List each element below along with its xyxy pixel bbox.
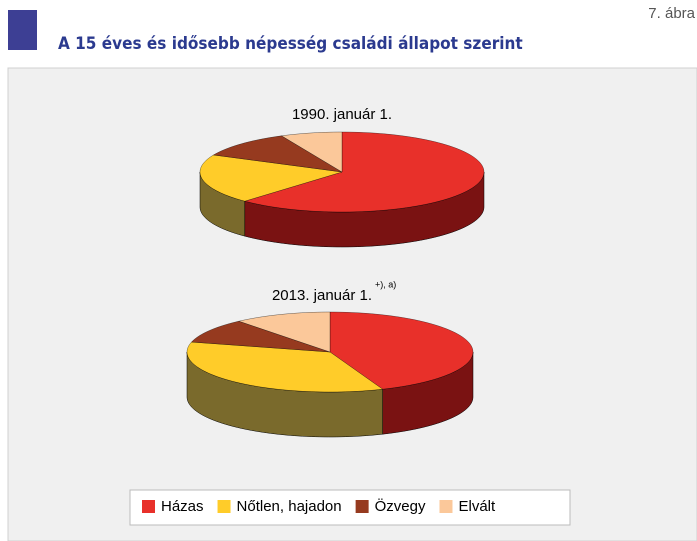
title-marker <box>8 10 37 50</box>
legend-swatch <box>439 500 453 513</box>
pie-slice <box>244 131 485 213</box>
legend-swatch <box>355 500 369 513</box>
legend-label: Házas <box>161 498 204 515</box>
legend-swatch <box>142 500 155 513</box>
pie-slice <box>329 311 474 390</box>
pie-slice <box>238 311 331 353</box>
legend <box>129 489 571 526</box>
legend-label: Nőtlen, hajadon <box>237 498 342 515</box>
legend-swatch <box>217 500 231 513</box>
pie-title: 2013. január 1. <box>272 287 372 304</box>
legend-label: Özvegy <box>375 497 426 515</box>
title: A 15 éves és idősebb népesség családi ál… <box>58 34 523 54</box>
figure-label: 7. ábra <box>648 5 695 22</box>
pie-note: +), a) <box>375 279 396 289</box>
pie-slice <box>281 131 343 173</box>
pie-slice <box>186 341 384 393</box>
legend-label: Elvált <box>458 498 496 515</box>
pie-slice <box>213 135 343 173</box>
pie-slice <box>191 321 331 353</box>
pie-title: 1990. január 1. <box>292 106 392 123</box>
pie-slice <box>199 154 343 202</box>
